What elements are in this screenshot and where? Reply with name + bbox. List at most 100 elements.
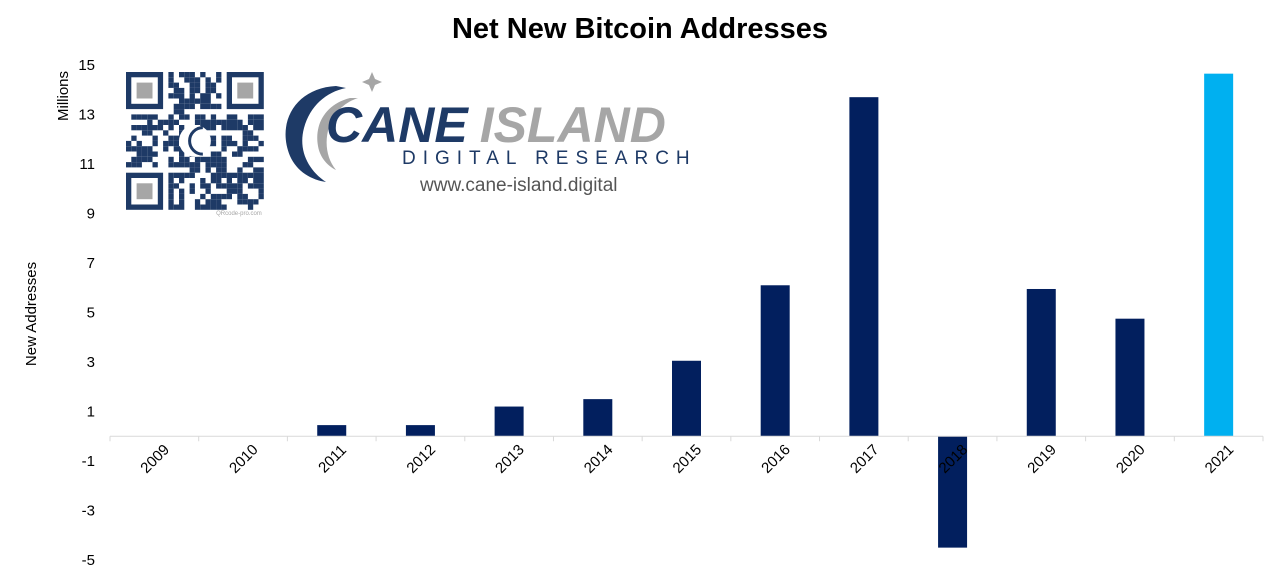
y-tick-label: 11 (79, 156, 95, 173)
qr-module (210, 172, 217, 178)
qr-module (242, 172, 248, 178)
qr-module (131, 146, 137, 152)
qr-module (237, 151, 243, 157)
qr-module (258, 156, 264, 163)
qr-module (247, 119, 254, 125)
qr-module (205, 162, 211, 168)
qr-module (168, 72, 174, 78)
qr-finder-center (237, 82, 254, 99)
qr-module (258, 183, 264, 189)
qr-module (136, 140, 142, 147)
qr-module (237, 188, 243, 194)
qr-module (210, 125, 217, 131)
qr-module (221, 193, 227, 200)
qr-module (200, 119, 206, 125)
qr-module (237, 178, 243, 184)
qr-module (216, 151, 222, 157)
y-tick-label: 7 (87, 255, 95, 272)
qr-module (210, 178, 217, 184)
qr-module (179, 178, 185, 184)
qr-module (194, 204, 201, 210)
qr-module (163, 146, 169, 152)
x-tick-label: 2010 (226, 441, 262, 477)
qr-module (210, 204, 217, 210)
qr-module (237, 183, 243, 189)
qr-module (253, 114, 259, 120)
qr-module (141, 151, 148, 157)
qr-module (242, 140, 248, 147)
qr-module (237, 193, 243, 200)
qr-module (131, 135, 137, 141)
logo-swoosh-icon (285, 86, 346, 182)
qr-module (131, 162, 137, 168)
qr-module (173, 140, 179, 147)
qr-module (216, 204, 222, 210)
bar-2021 (1204, 73, 1234, 437)
qr-module (194, 114, 201, 120)
qr-module (205, 87, 211, 94)
qr-finder-center (136, 183, 153, 200)
qr-module (237, 199, 243, 205)
qr-module (179, 172, 185, 178)
qr-module (189, 167, 195, 173)
bar-2012 (405, 425, 435, 437)
qr-module (184, 77, 190, 83)
qr-module (173, 93, 179, 99)
qr-module (216, 162, 222, 168)
qr-module (210, 162, 217, 168)
qr-module (205, 119, 211, 125)
qr-module (242, 199, 248, 205)
y-tick-label: 5 (87, 305, 95, 322)
bar-2014 (583, 399, 613, 437)
qr-module (221, 156, 227, 163)
qr-module (126, 146, 132, 152)
qr-module (179, 87, 185, 94)
qr-module (242, 125, 248, 131)
qr-module (247, 114, 254, 120)
qr-module (216, 183, 222, 189)
qr-module (179, 93, 185, 99)
qr-module (136, 162, 142, 168)
bar-2018 (938, 436, 968, 548)
qr-module (226, 178, 232, 184)
qr-module (147, 146, 153, 152)
qr-module (184, 103, 190, 110)
qr-module (258, 140, 264, 147)
logo-brand-text: CANE ISLAND (326, 97, 666, 153)
qr-module (232, 172, 238, 178)
qr-module (168, 125, 174, 131)
qr-module (168, 178, 174, 184)
qr-module (147, 125, 153, 131)
qr-module (184, 162, 190, 168)
qr-module (173, 82, 179, 88)
qr-module (221, 119, 227, 125)
qr-module (173, 146, 179, 152)
y-tick-label: 9 (87, 206, 95, 223)
qr-module (147, 151, 153, 157)
qr-module (258, 178, 264, 184)
qr-module (168, 204, 174, 210)
qr-module (173, 135, 179, 141)
qr-module (210, 135, 217, 141)
qr-module (194, 167, 201, 173)
x-tick-label: 2021 (1202, 441, 1238, 477)
qr-module (226, 114, 232, 120)
qr-module (189, 93, 195, 99)
qr-module (253, 146, 259, 152)
qr-module (194, 98, 201, 104)
qr-module (210, 87, 217, 94)
qr-module (168, 135, 174, 141)
qr-module (253, 135, 259, 141)
qr-module (200, 103, 206, 110)
qr-module (210, 199, 217, 205)
qr-module (221, 172, 227, 178)
qr-module (216, 93, 222, 99)
qr-module (253, 119, 259, 125)
qr-module (232, 125, 238, 131)
qr-module (152, 114, 158, 120)
qr-module (152, 135, 158, 141)
qr-module (131, 125, 137, 131)
qr-module (141, 146, 148, 152)
qr-module (168, 172, 174, 178)
qr-module (216, 72, 222, 78)
